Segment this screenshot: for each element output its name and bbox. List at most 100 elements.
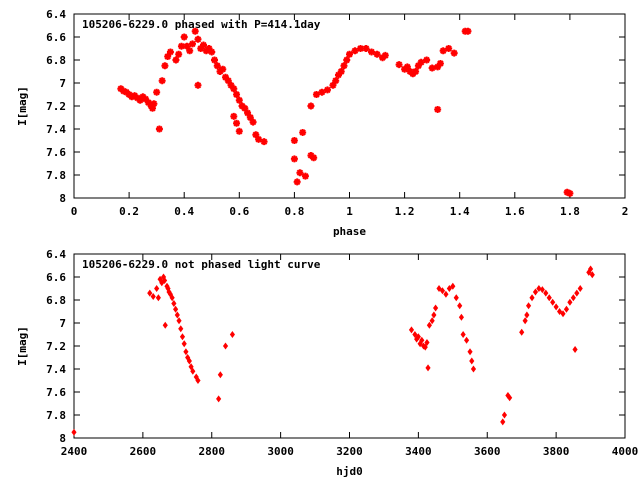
phased-data-points xyxy=(117,27,574,197)
data-point xyxy=(158,77,166,85)
data-point xyxy=(208,48,216,56)
data-point xyxy=(414,62,422,70)
data-point xyxy=(238,102,246,110)
x-tick-label: 3400 xyxy=(405,445,432,458)
data-point xyxy=(260,138,268,146)
data-point xyxy=(337,68,345,75)
data-point xyxy=(216,68,224,75)
y-tick-label: 6.4 xyxy=(46,8,66,21)
data-point xyxy=(425,364,431,372)
data-point xyxy=(434,63,442,71)
data-point xyxy=(470,365,477,373)
data-point xyxy=(195,376,201,385)
data-point xyxy=(566,189,574,197)
phased-plot: 6.4 6.6 6.8 7 7.2 7.4 7.6 7.8 8 0 0.2 0.4 0.6 0.8 1 1.… xyxy=(16,8,628,238)
data-point xyxy=(587,265,594,273)
data-point xyxy=(450,49,458,57)
phased-plot-title: 105206-6229.0 phased with P=414.1day xyxy=(82,18,321,31)
x-tick-label: 1.6 xyxy=(505,205,525,218)
data-point xyxy=(546,294,552,302)
data-point xyxy=(439,287,446,295)
data-point xyxy=(436,59,444,67)
data-point xyxy=(406,68,414,75)
data-point xyxy=(460,330,466,339)
data-point xyxy=(290,155,298,163)
data-point xyxy=(162,321,168,329)
data-point xyxy=(423,56,431,64)
data-point xyxy=(434,105,442,113)
y-tick-label: 7.8 xyxy=(46,409,66,422)
data-point xyxy=(450,282,456,290)
data-point xyxy=(227,81,235,89)
data-point xyxy=(181,340,187,348)
x-tick-label: 3600 xyxy=(474,445,501,458)
data-point xyxy=(577,284,583,293)
data-point xyxy=(122,88,130,96)
data-point xyxy=(205,45,213,52)
data-point xyxy=(128,93,136,101)
data-point xyxy=(183,348,189,356)
data-point xyxy=(222,342,229,350)
data-point xyxy=(186,47,194,55)
unphased-y-ticks: 6.4 6.6 6.8 7 7.2 7.4 7.6 7.8 8 xyxy=(46,248,625,445)
data-point xyxy=(120,87,128,95)
data-point xyxy=(301,172,309,180)
data-point xyxy=(233,91,241,98)
data-point xyxy=(403,63,411,71)
data-point xyxy=(553,303,559,311)
data-point xyxy=(172,56,180,64)
data-point xyxy=(188,363,194,371)
data-point xyxy=(368,48,376,56)
data-point xyxy=(560,310,566,318)
unphased-x-ticks: 2400 2600 2800 3000 3200 3400 3600 3800 4000 xyxy=(61,254,639,458)
data-point xyxy=(235,96,243,104)
data-point xyxy=(252,131,260,139)
data-point xyxy=(469,357,475,365)
x-tick-label: 1.2 xyxy=(395,205,415,218)
data-point xyxy=(166,48,174,56)
y-tick-label: 8 xyxy=(59,192,66,205)
data-point xyxy=(446,284,452,293)
x-tick-label: 0 xyxy=(71,205,78,218)
y-tick-label: 6.4 xyxy=(46,248,66,261)
data-point xyxy=(453,294,459,302)
y-tick-label: 6.8 xyxy=(46,294,66,307)
y-tick-label: 7.2 xyxy=(46,100,66,113)
data-point xyxy=(125,91,133,98)
data-point xyxy=(153,88,161,96)
data-point xyxy=(556,307,563,316)
x-tick-label: 4000 xyxy=(612,445,639,458)
data-point xyxy=(136,96,144,104)
data-point xyxy=(467,348,473,356)
data-point xyxy=(177,42,185,50)
y-tick-label: 7.6 xyxy=(46,146,66,159)
data-point xyxy=(431,311,437,319)
data-point xyxy=(362,45,370,52)
y-tick-label: 7.6 xyxy=(46,386,66,399)
y-tick-label: 7.2 xyxy=(46,340,66,353)
data-point xyxy=(424,339,430,347)
data-point xyxy=(439,47,447,55)
data-point xyxy=(550,298,556,306)
data-point xyxy=(199,41,207,49)
data-point xyxy=(464,336,470,344)
x-tick-label: 1 xyxy=(346,205,353,218)
data-point xyxy=(310,154,318,162)
data-point xyxy=(379,54,387,62)
x-tick-label: 1.8 xyxy=(560,205,580,218)
data-point xyxy=(164,53,172,61)
data-point xyxy=(572,345,578,353)
data-point xyxy=(526,302,532,310)
data-point xyxy=(570,294,576,302)
data-point xyxy=(373,50,381,58)
data-point xyxy=(334,71,342,79)
y-tick-label: 7.4 xyxy=(46,123,66,136)
data-point xyxy=(174,311,180,319)
data-point xyxy=(351,47,359,55)
x-tick-label: 2 xyxy=(622,205,629,218)
data-point xyxy=(458,313,464,321)
data-point xyxy=(426,321,432,329)
data-point xyxy=(233,119,241,127)
data-point xyxy=(574,289,580,297)
x-tick-label: 2400 xyxy=(61,445,88,458)
